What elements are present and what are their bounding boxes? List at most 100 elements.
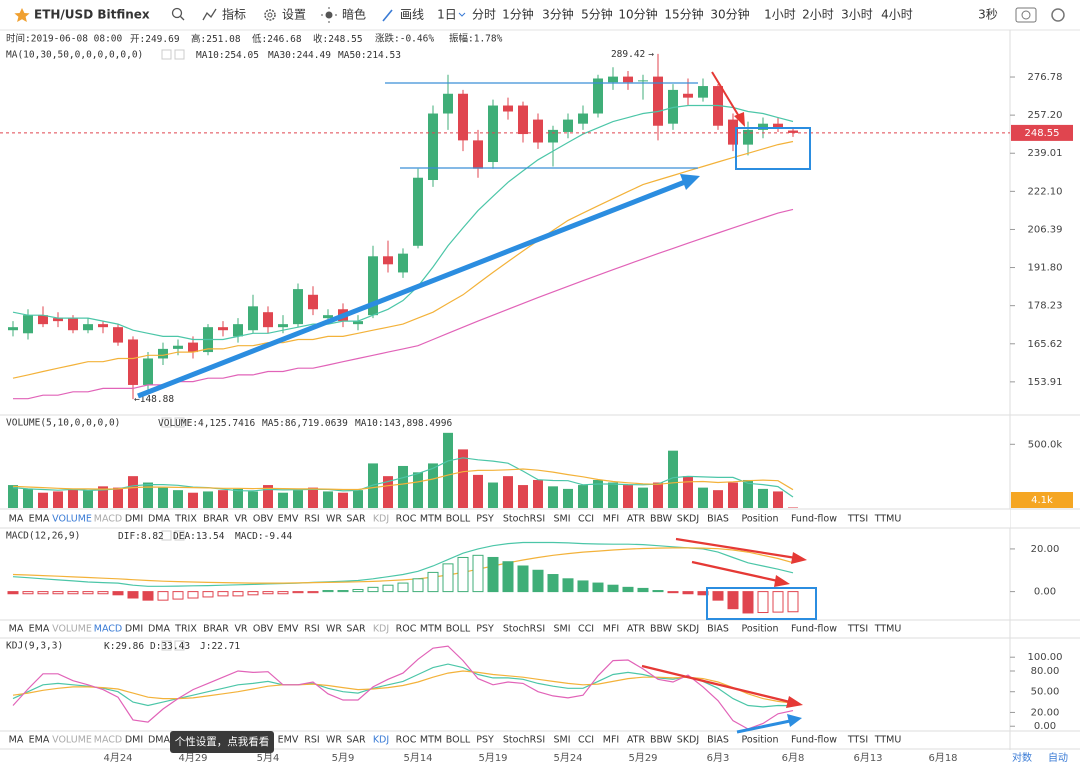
indicator-tab[interactable]: MACD: [94, 624, 122, 635]
tool-button[interactable]: 设置: [282, 8, 306, 22]
interval-button[interactable]: 2小时: [802, 8, 834, 22]
indicator-tab[interactable]: TTMU: [874, 624, 902, 635]
indicator-tab[interactable]: ATR: [627, 514, 646, 525]
indicator-tab[interactable]: ROC: [396, 624, 417, 635]
indicator-tab[interactable]: SAR: [346, 624, 366, 635]
indicator-tab[interactable]: VOLUME: [52, 735, 92, 746]
axis-mode[interactable]: 自动: [1048, 751, 1068, 764]
indicator-tab[interactable]: Position: [742, 624, 779, 635]
indicator-tab[interactable]: TTSI: [847, 735, 868, 746]
indicator-tab[interactable]: MACD: [94, 514, 122, 525]
indicator-tab[interactable]: KDJ: [373, 735, 389, 746]
indicator-tab[interactable]: SKDJ: [677, 624, 699, 635]
indicator-tab[interactable]: DMI: [125, 514, 143, 525]
indicator-tab[interactable]: BRAR: [203, 624, 229, 635]
indicator-tab[interactable]: DMA: [148, 735, 171, 746]
indicator-tab[interactable]: WR: [326, 735, 342, 746]
header-icon[interactable]: [174, 49, 185, 60]
indicator-tab[interactable]: EMA: [29, 624, 50, 635]
indicator-tab[interactable]: TTSI: [847, 624, 868, 635]
indicator-tab[interactable]: EMV: [278, 624, 299, 635]
indicator-tab[interactable]: DMI: [125, 624, 143, 635]
indicator-tab[interactable]: MTM: [420, 735, 442, 746]
interval-button[interactable]: 3小时: [841, 8, 873, 22]
header-icon[interactable]: [161, 417, 172, 428]
interval-button[interactable]: 5分钟: [581, 7, 613, 22]
header-icon[interactable]: [174, 417, 185, 428]
indicator-tab[interactable]: DMA: [148, 624, 171, 635]
indicator-tab[interactable]: EMA: [29, 514, 50, 525]
refresh-rate[interactable]: 3秒: [978, 8, 998, 22]
tool-button[interactable]: 画线: [400, 8, 424, 22]
indicator-tab[interactable]: TRIX: [174, 514, 197, 525]
indicator-tab[interactable]: SAR: [346, 514, 366, 525]
indicator-tab[interactable]: SMI: [553, 514, 570, 525]
indicator-tab[interactable]: RSI: [304, 735, 319, 746]
indicator-tab[interactable]: MA: [9, 624, 24, 635]
header-icon[interactable]: [161, 49, 172, 60]
indicator-tab[interactable]: Fund-flow: [791, 514, 837, 525]
indicator-icon[interactable]: [202, 8, 217, 21]
indicator-tab[interactable]: MFI: [603, 514, 619, 525]
header-icon[interactable]: [174, 530, 185, 541]
indicator-tab[interactable]: KDJ: [373, 624, 389, 635]
interval-button[interactable]: 15分钟: [664, 7, 703, 22]
indicator-tab[interactable]: RSI: [304, 514, 319, 525]
indicator-tab[interactable]: MA: [9, 514, 24, 525]
interval-button[interactable]: 1小时: [764, 8, 796, 22]
header-icon[interactable]: [174, 640, 185, 651]
indicator-tab[interactable]: DMA: [148, 514, 171, 525]
indicator-tab[interactable]: VOLUME: [52, 514, 92, 525]
indicator-tab[interactable]: StochRSI: [503, 514, 545, 525]
indicator-tab[interactable]: TTMU: [874, 514, 902, 525]
indicator-tab[interactable]: PSY: [476, 624, 494, 635]
indicator-tab[interactable]: ATR: [627, 735, 646, 746]
indicator-tab[interactable]: WR: [326, 624, 342, 635]
interval-button[interactable]: 30分钟: [710, 7, 749, 22]
interval-button[interactable]: 10分钟: [618, 7, 657, 22]
indicator-tab[interactable]: OBV: [253, 514, 274, 525]
indicator-tab[interactable]: BRAR: [203, 514, 229, 525]
indicator-tab[interactable]: BBW: [650, 735, 673, 746]
draw-icon[interactable]: [382, 9, 393, 22]
indicator-tab[interactable]: StochRSI: [503, 624, 545, 635]
indicator-tab[interactable]: VOLUME: [52, 624, 92, 635]
indicator-tab[interactable]: Fund-flow: [791, 624, 837, 635]
interval-button[interactable]: 4小时: [881, 8, 913, 22]
indicator-tab[interactable]: MFI: [603, 735, 619, 746]
indicator-tab[interactable]: MACD: [94, 735, 122, 746]
indicator-tab[interactable]: TRIX: [174, 624, 197, 635]
indicator-tab[interactable]: SAR: [346, 735, 366, 746]
indicator-tab[interactable]: ROC: [396, 735, 417, 746]
indicator-tab[interactable]: PSY: [476, 735, 494, 746]
indicator-tab[interactable]: MTM: [420, 514, 442, 525]
indicator-tab[interactable]: Fund-flow: [791, 735, 837, 746]
interval-button[interactable]: 分时: [472, 8, 496, 22]
indicator-tab[interactable]: MFI: [603, 624, 619, 635]
indicator-tab[interactable]: RSI: [304, 624, 319, 635]
settings-icon[interactable]: [264, 9, 276, 21]
indicator-tab[interactable]: MA: [9, 735, 24, 746]
favorite-icon[interactable]: [14, 8, 30, 22]
indicator-tab[interactable]: Position: [742, 735, 779, 746]
header-icon[interactable]: [161, 530, 172, 541]
indicator-tab[interactable]: BIAS: [707, 735, 729, 746]
indicator-tab[interactable]: KDJ: [373, 514, 389, 525]
indicator-tab[interactable]: VR: [234, 624, 247, 635]
indicator-tab[interactable]: OBV: [253, 624, 274, 635]
indicator-tab[interactable]: EMV: [278, 514, 299, 525]
tool-button[interactable]: 指标: [222, 7, 246, 22]
indicator-tab[interactable]: SMI: [553, 735, 570, 746]
interval-button[interactable]: 3分钟: [542, 7, 574, 22]
indicator-tab[interactable]: StochRSI: [503, 735, 545, 746]
indicator-tab[interactable]: EMA: [29, 735, 50, 746]
indicator-tab[interactable]: EMV: [278, 735, 299, 746]
indicator-tab[interactable]: BIAS: [707, 624, 729, 635]
indicator-tab[interactable]: ATR: [627, 624, 646, 635]
indicator-tab[interactable]: TTMU: [874, 735, 902, 746]
indicator-tab[interactable]: BBW: [650, 624, 673, 635]
indicator-tab[interactable]: TTSI: [847, 514, 868, 525]
header-icon[interactable]: [161, 640, 172, 651]
camera-icon[interactable]: [1015, 7, 1037, 23]
tool-button[interactable]: 暗色: [342, 7, 366, 22]
